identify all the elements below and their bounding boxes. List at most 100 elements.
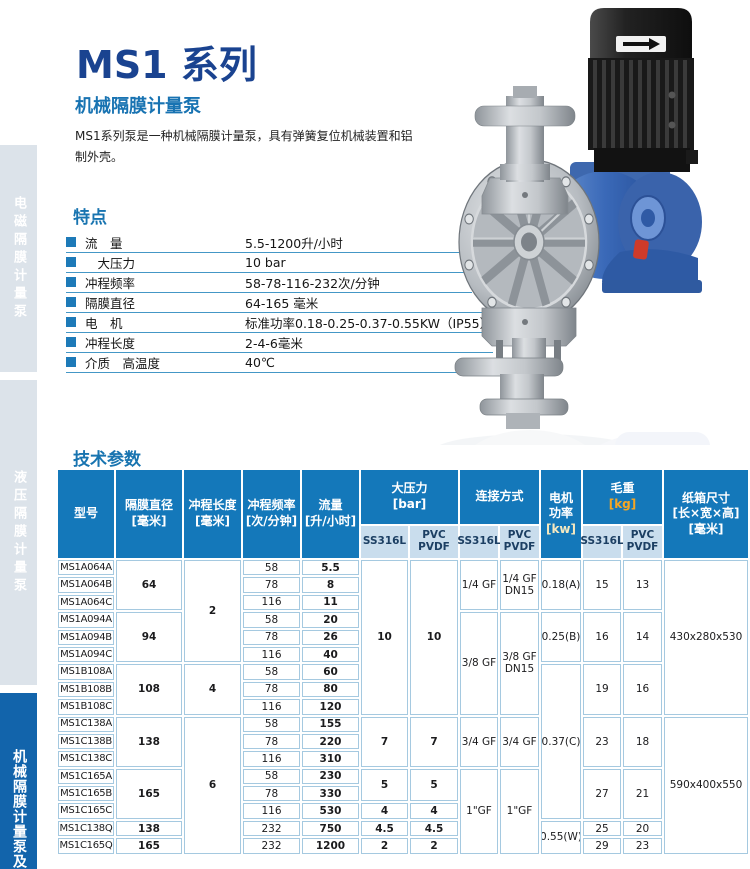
feature-value: 2-4-6毫米 bbox=[245, 335, 303, 351]
table-cell: 78 bbox=[243, 786, 300, 802]
table-cell: 155 bbox=[302, 716, 359, 732]
page-title: MS1 系列 bbox=[76, 43, 257, 87]
table-cell: 0.18(A) bbox=[541, 560, 581, 611]
feature-value: 58-78-116-232次/分钟 bbox=[245, 275, 380, 291]
table-cell: 58 bbox=[243, 664, 300, 680]
table-cell: 108 bbox=[116, 664, 182, 715]
bullet-square-icon bbox=[66, 277, 76, 287]
table-cell: MS1A064C bbox=[58, 594, 114, 611]
feature-label: 冲程长度 bbox=[85, 335, 136, 351]
col-header-gross-weight: 毛重 [kg] bbox=[583, 470, 662, 524]
table-cell: 138 bbox=[116, 820, 182, 837]
table-cell: MS1A064A bbox=[58, 560, 114, 576]
pump-photo bbox=[440, 8, 710, 445]
table-cell: MS1C165A bbox=[58, 768, 114, 785]
table-cell: MS1C165C bbox=[58, 803, 114, 819]
tech-table: 型号 隔膜直径 [毫米] 冲程长度 [毫米] 冲程频率 [次/分钟] 流量 [升/小时]… bbox=[58, 470, 748, 854]
table-cell: 18 bbox=[623, 716, 662, 767]
table-cell: 19 bbox=[583, 664, 621, 715]
table-cell: 530 bbox=[302, 803, 359, 819]
table-cell: 5 bbox=[410, 768, 458, 802]
subcol-pressure-ss316l: SS316L bbox=[361, 526, 408, 558]
table-cell: 27 bbox=[583, 768, 621, 819]
table-cell: 310 bbox=[302, 751, 359, 767]
table-cell: 4 bbox=[361, 803, 408, 819]
table-cell: 165 bbox=[116, 768, 182, 819]
feature-row: 隔膜直径 64-165 毫米 bbox=[66, 292, 487, 313]
table-cell: 7 bbox=[361, 716, 408, 767]
table-cell: 232 bbox=[243, 820, 300, 837]
table-cell: 430x280x530 bbox=[664, 560, 748, 715]
table-cell: MS1C165B bbox=[58, 786, 114, 802]
sidebar-tab-electromagnetic-pump: 电磁隔膜计量泵 bbox=[0, 145, 37, 372]
feature-label: 大压力 bbox=[85, 255, 136, 271]
table-cell: 116 bbox=[243, 803, 300, 819]
table-cell: 94 bbox=[116, 612, 182, 663]
table-cell: 165 bbox=[116, 838, 182, 854]
table-cell: 78 bbox=[243, 733, 300, 750]
red-knob bbox=[633, 239, 649, 260]
table-cell: 60 bbox=[302, 664, 359, 680]
table-cell: MS1B108A bbox=[58, 664, 114, 680]
table-cell: 20 bbox=[623, 820, 662, 837]
feature-row: 流 量 5.5-1200升/小时 bbox=[66, 232, 467, 253]
sidebar-tab-mechanical-pump: 机械隔膜计量泵及 bbox=[0, 693, 37, 869]
table-cell: 2 bbox=[184, 560, 241, 663]
table-cell: 116 bbox=[243, 594, 300, 611]
table-cell: 4.5 bbox=[361, 820, 408, 837]
table-cell: MS1A094B bbox=[58, 629, 114, 645]
table-cell: 1/4 GF bbox=[460, 560, 498, 611]
table-cell: 1200 bbox=[302, 838, 359, 854]
table-cell: 0.25(B) bbox=[541, 612, 581, 663]
table-cell: 120 bbox=[302, 699, 359, 715]
table-cell: 10 bbox=[410, 560, 458, 715]
feature-value: 40℃ bbox=[245, 354, 275, 370]
feature-label: 流 量 bbox=[85, 235, 123, 251]
feature-value: 10 bar bbox=[245, 254, 286, 270]
table-cell: 116 bbox=[243, 699, 300, 715]
table-cell: MS1C165Q bbox=[58, 838, 114, 854]
table-cell: 78 bbox=[243, 629, 300, 645]
col-header-flow: 流量 [升/小时] bbox=[302, 470, 359, 558]
subcol-connection-ss316l: SS316L bbox=[457, 526, 501, 558]
table-cell: 7 bbox=[410, 716, 458, 767]
table-cell: 3/4 GF bbox=[460, 716, 498, 767]
table-cell: 8 bbox=[302, 577, 359, 593]
arrow-right-icon bbox=[623, 38, 660, 50]
table-cell: 13 bbox=[623, 560, 662, 611]
table-cell: 78 bbox=[243, 681, 300, 698]
table-cell: 5 bbox=[361, 768, 408, 802]
table-cell: 16 bbox=[623, 664, 662, 715]
table-cell: MS1A094C bbox=[58, 646, 114, 663]
table-cell: 4 bbox=[184, 664, 241, 715]
table-cell: 25 bbox=[583, 820, 621, 837]
table-cell: 23 bbox=[623, 838, 662, 854]
table-cell: 78 bbox=[243, 577, 300, 593]
table-cell: 220 bbox=[302, 733, 359, 750]
feature-row: 介质 高温度 40℃ bbox=[66, 352, 465, 373]
bullet-square-icon bbox=[66, 237, 76, 247]
sidebar-tab-hydraulic-pump: 液压隔膜计量泵 bbox=[0, 380, 37, 685]
pump-motor bbox=[588, 8, 698, 172]
table-cell: 58 bbox=[243, 612, 300, 628]
product-description: MS1系列泵是一种机械隔膜计量泵，具有弹簧复位机械装置和铝制外壳。 bbox=[75, 129, 413, 164]
pump-reflection bbox=[440, 430, 710, 445]
table-cell: 232 bbox=[243, 838, 300, 854]
table-cell: 3/4 GF bbox=[500, 716, 539, 767]
subcol-weight-ss316l: SS316L bbox=[580, 526, 624, 558]
feature-value: 64-165 毫米 bbox=[245, 295, 319, 311]
col-header-diaphragm-diameter: 隔膜直径 [毫米] bbox=[116, 470, 182, 558]
table-cell: MS1C138C bbox=[58, 751, 114, 767]
bullet-square-icon bbox=[66, 257, 76, 267]
table-cell: 23 bbox=[583, 716, 621, 767]
bullet-square-icon bbox=[66, 317, 76, 327]
table-cell: MS1A064B bbox=[58, 577, 114, 593]
col-header-motor-power: 电机 功率 [kw] bbox=[541, 470, 581, 558]
table-cell: 14 bbox=[623, 612, 662, 663]
subcol-weight-pvc-pvdf: PVC PVDF bbox=[623, 526, 662, 558]
table-cell: 20 bbox=[302, 612, 359, 628]
table-cell: 1"GF bbox=[460, 768, 498, 854]
table-cell: 58 bbox=[243, 768, 300, 785]
subcol-connection-pvc-pvdf: PVC PVDF bbox=[500, 526, 539, 558]
